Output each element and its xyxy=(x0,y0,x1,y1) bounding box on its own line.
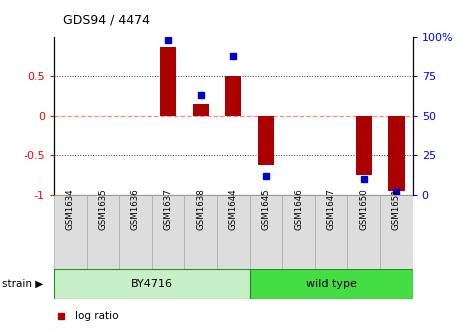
Bar xyxy=(217,195,250,269)
Text: GSM1638: GSM1638 xyxy=(196,188,205,230)
Bar xyxy=(356,116,372,175)
Bar xyxy=(388,116,405,191)
Text: GSM1635: GSM1635 xyxy=(98,188,107,230)
Text: strain ▶: strain ▶ xyxy=(2,279,44,289)
Text: GSM1651: GSM1651 xyxy=(392,188,401,230)
Bar xyxy=(184,195,217,269)
Bar xyxy=(54,269,250,299)
Bar xyxy=(193,104,209,116)
Bar xyxy=(282,195,315,269)
Text: GSM1647: GSM1647 xyxy=(327,188,336,230)
Bar xyxy=(348,195,380,269)
Text: log ratio: log ratio xyxy=(76,311,119,321)
Bar xyxy=(54,195,87,269)
Text: GSM1636: GSM1636 xyxy=(131,188,140,230)
Text: GSM1646: GSM1646 xyxy=(294,188,303,230)
Text: GSM1637: GSM1637 xyxy=(164,188,173,230)
Bar xyxy=(250,269,413,299)
Bar xyxy=(250,195,282,269)
Text: GDS94 / 4474: GDS94 / 4474 xyxy=(63,14,151,27)
Text: GSM1650: GSM1650 xyxy=(359,188,368,230)
Text: GSM1645: GSM1645 xyxy=(261,188,271,230)
Bar xyxy=(119,195,152,269)
Bar xyxy=(258,116,274,165)
Bar xyxy=(152,195,184,269)
Text: GSM1634: GSM1634 xyxy=(66,188,75,230)
Bar xyxy=(160,47,176,116)
Text: wild type: wild type xyxy=(306,279,356,289)
Text: BY4716: BY4716 xyxy=(131,279,173,289)
Bar xyxy=(87,195,119,269)
Bar xyxy=(225,77,242,116)
Bar xyxy=(380,195,413,269)
Text: GSM1644: GSM1644 xyxy=(229,188,238,230)
Bar xyxy=(315,195,348,269)
